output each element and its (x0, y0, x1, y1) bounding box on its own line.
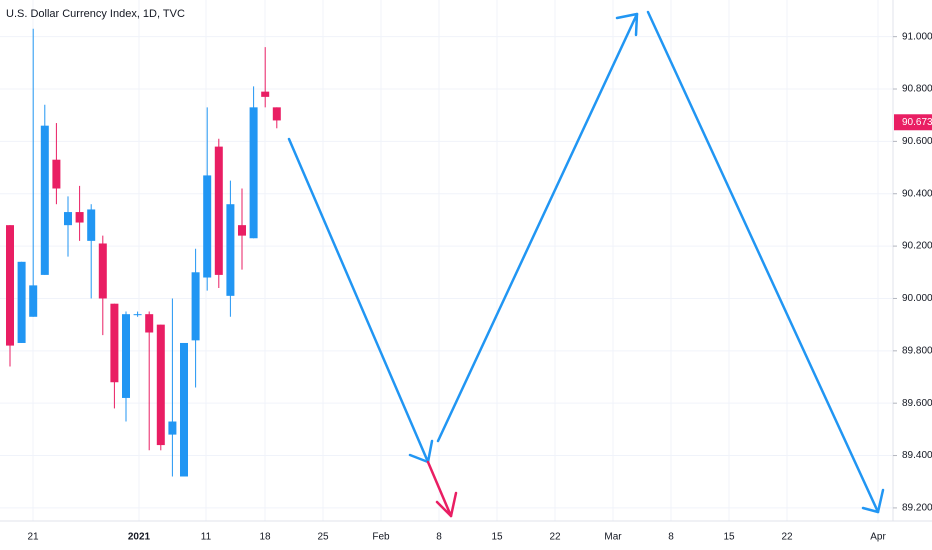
y-tick-label: 89.200 (902, 503, 932, 514)
candle-body (145, 314, 154, 333)
candle-body (191, 272, 200, 341)
arrow-head (435, 491, 458, 518)
x-tick-label: 8 (436, 532, 442, 543)
candle-body (17, 261, 26, 343)
x-tick-label: Apr (870, 532, 886, 543)
candle-body (203, 175, 212, 278)
y-tick-label: 91.000 (902, 31, 932, 42)
candle-body (52, 159, 61, 189)
x-tick-label: 22 (549, 532, 561, 543)
candle-body (6, 225, 14, 346)
x-tick-label: 15 (491, 532, 503, 543)
chart-title: U.S. Dollar Currency Index, 1D, TVC (6, 8, 185, 20)
candle-body (226, 204, 235, 296)
y-tick-label: 89.600 (902, 398, 932, 409)
candle-body (110, 303, 119, 383)
candle-body (29, 285, 38, 317)
candle-body (98, 243, 107, 299)
candle-body (168, 421, 177, 435)
candle-body (214, 146, 223, 275)
x-tick-label: 8 (668, 532, 674, 543)
candles (6, 28, 281, 477)
y-tick-label: 90.000 (902, 293, 932, 304)
axes: 89.200 89.400 89.600 89.800 90.000 90.200 90.4… (27, 31, 932, 543)
arrow (646, 10, 880, 514)
candle-body (261, 91, 270, 97)
candle-body (249, 107, 258, 239)
candle-body (133, 314, 142, 316)
y-tick-label: 90.400 (902, 188, 932, 199)
candle-body (180, 342, 188, 477)
arrow-head (615, 12, 639, 37)
candle-body (75, 212, 84, 223)
y-tick-label: 90.800 (902, 84, 932, 95)
arrow (287, 137, 430, 464)
candle-body (64, 212, 72, 226)
x-tick-label: Mar (604, 532, 622, 543)
candle-body (87, 209, 96, 241)
y-tick-label: 89.800 (902, 345, 932, 356)
y-tick-label: 90.600 (902, 136, 932, 147)
last-price-label: 90.673 (902, 117, 932, 128)
candle-body (122, 314, 130, 398)
x-tick-label: 15 (723, 532, 735, 543)
candle-body (272, 107, 281, 121)
drawings (287, 10, 885, 518)
x-tick-label: 11 (201, 532, 212, 543)
arrow-head (861, 488, 885, 514)
x-tick-label: 2021 (128, 532, 151, 543)
arrow (426, 460, 453, 518)
last-price-badge (894, 114, 932, 131)
candle-body (238, 225, 246, 236)
candle-body (156, 324, 165, 446)
candle-body (40, 125, 49, 275)
x-tick-label: 22 (781, 532, 793, 543)
y-tick-label: 89.400 (902, 450, 932, 461)
x-tick-label: 18 (259, 532, 271, 543)
x-tick-label: 21 (27, 532, 39, 543)
y-tick-label: 90.200 (902, 241, 932, 252)
x-tick-label: Feb (372, 532, 390, 543)
x-tick-label: 25 (317, 532, 329, 543)
arrow (436, 12, 639, 443)
